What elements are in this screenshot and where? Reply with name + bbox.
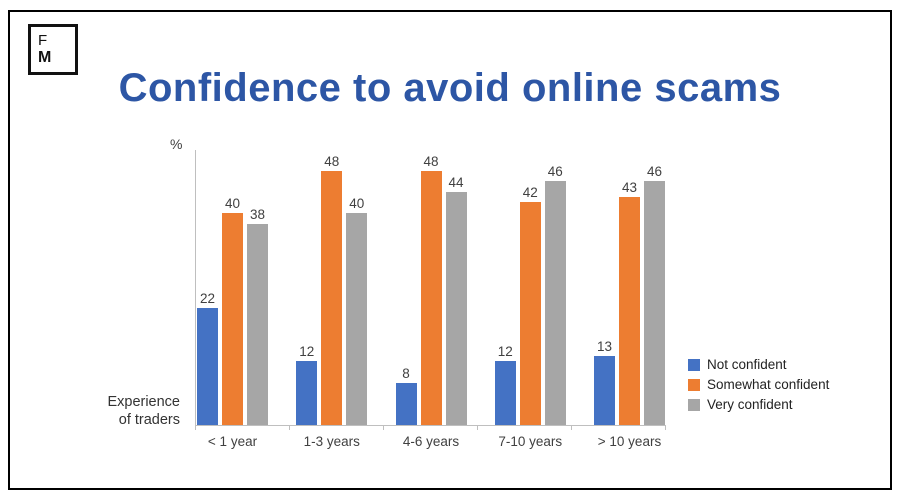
bar <box>247 223 268 425</box>
legend-swatch <box>688 358 700 371</box>
bar-value-label: 44 <box>448 174 464 190</box>
axis-tick <box>571 425 572 430</box>
bar-cluster: 13 43 46 <box>594 160 665 425</box>
category-label: > 10 years <box>597 434 662 449</box>
fm-logo: F M <box>28 24 78 75</box>
bar-value-label: 43 <box>621 180 638 196</box>
bar-wrap: 8 <box>395 365 417 425</box>
x-axis-title: Experience of traders <box>58 393 180 429</box>
bar-value-label: 46 <box>646 164 663 180</box>
bar-value-label: 12 <box>497 344 513 360</box>
bar-group: 13 43 46 > 10 years <box>594 160 665 460</box>
bar-value-label: 38 <box>249 206 266 222</box>
bar-wrap: 42 <box>519 185 541 425</box>
logo-letter-f: F <box>38 31 48 49</box>
axis-tick <box>195 425 196 430</box>
plot-area: 22 40 38 < 1 year 12 48 40 1-3 years 8 48 44 4-6 ye… <box>197 154 665 460</box>
bar-wrap: 48 <box>420 153 442 425</box>
bar <box>296 361 318 425</box>
bar-value-label: 46 <box>547 164 563 180</box>
bar-wrap: 13 <box>594 339 615 425</box>
bar-group: 12 48 40 1-3 years <box>296 154 368 460</box>
bar <box>594 356 615 425</box>
bar-wrap: 12 <box>494 344 516 425</box>
legend-label: Somewhat confident <box>707 377 830 392</box>
bar <box>494 361 516 425</box>
axis-tick <box>289 425 290 430</box>
bar-wrap: 46 <box>644 164 665 425</box>
bar-cluster: 12 42 46 <box>494 160 566 425</box>
legend-swatch <box>688 398 700 411</box>
bar-group: 12 42 46 7-10 years <box>494 160 566 460</box>
legend-item: Not confident <box>688 357 829 372</box>
axis-tick <box>665 425 666 430</box>
bar-wrap: 44 <box>445 174 467 425</box>
x-axis-title-line1: Experience <box>107 394 180 410</box>
bar-cluster: 8 48 44 <box>395 154 467 425</box>
bar-wrap: 12 <box>296 344 318 425</box>
bar <box>544 181 566 425</box>
logo-letter-m: M <box>38 48 52 66</box>
legend: Not confident Somewhat confident Very conf… <box>688 357 829 412</box>
category-label: 1-3 years <box>303 434 360 449</box>
bar <box>321 170 343 425</box>
bar <box>619 197 640 425</box>
legend-label: Not confident <box>707 357 787 372</box>
y-axis-line <box>195 150 196 426</box>
legend-swatch <box>688 378 700 391</box>
legend-item: Very confident <box>688 397 829 412</box>
bar-wrap: 48 <box>321 153 343 425</box>
page-title: Confidence to avoid online scams <box>118 66 782 110</box>
bar-group: 22 40 38 < 1 year <box>197 160 268 460</box>
bar-wrap: 22 <box>197 291 218 425</box>
bar-value-label: 42 <box>522 185 538 201</box>
bar-value-label: 48 <box>324 153 340 169</box>
bar <box>395 382 417 425</box>
bar-wrap: 43 <box>619 180 640 425</box>
bar-value-label: 22 <box>199 291 216 307</box>
bar-wrap: 46 <box>544 164 566 425</box>
category-label: < 1 year <box>207 434 258 449</box>
bar-value-label: 40 <box>224 196 241 211</box>
border-frame <box>8 10 892 490</box>
category-label: 7-10 years <box>498 434 563 449</box>
bar <box>197 308 218 425</box>
bar <box>222 213 243 425</box>
axis-tick <box>383 425 384 430</box>
bar-wrap: 40 <box>222 196 243 425</box>
y-axis-unit-label: % <box>170 136 183 152</box>
legend-item: Somewhat confident <box>688 377 829 392</box>
legend-label: Very confident <box>707 397 793 412</box>
bar <box>420 170 442 425</box>
bar <box>445 191 467 425</box>
bar-cluster: 22 40 38 <box>197 160 268 425</box>
x-axis-line <box>195 425 666 430</box>
category-label: 4-6 years <box>402 434 460 449</box>
bar-value-label: 12 <box>299 344 315 360</box>
axis-tick <box>477 425 478 430</box>
bar-wrap: 40 <box>346 196 368 425</box>
bar-value-label: 40 <box>349 196 365 211</box>
bar-value-label: 13 <box>596 339 613 355</box>
bar-value-label: 48 <box>423 153 439 169</box>
bar <box>644 181 665 425</box>
bar-group: 8 48 44 4-6 years <box>395 154 467 460</box>
bar <box>519 202 541 425</box>
bar-cluster: 12 48 40 <box>296 154 368 425</box>
bar-value-label: 8 <box>402 365 410 381</box>
bar-wrap: 38 <box>247 207 268 425</box>
bar <box>346 213 368 425</box>
x-axis-title-line2: of traders <box>118 412 180 429</box>
